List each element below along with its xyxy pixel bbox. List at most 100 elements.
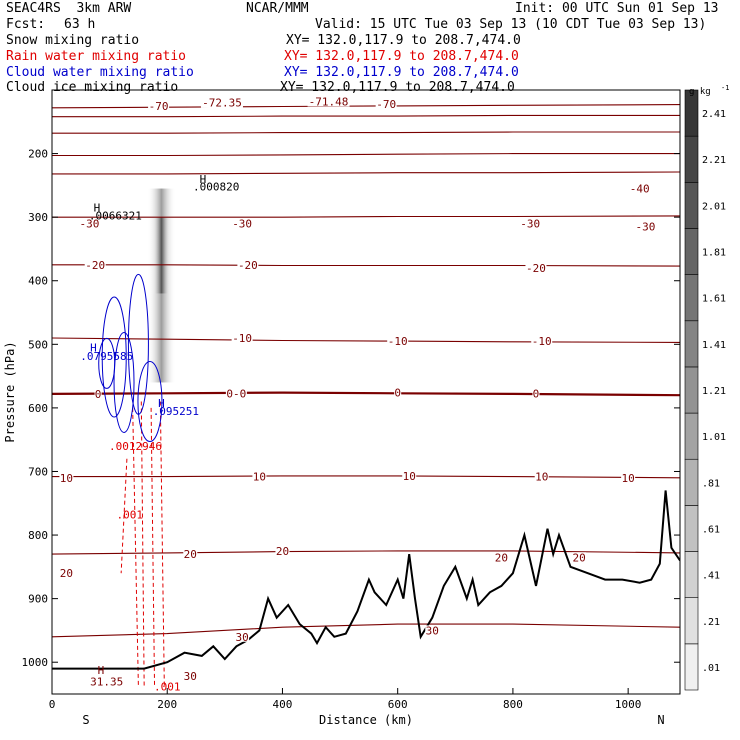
contour-label: 0: [394, 387, 401, 400]
colorbar-unit: g kg: [689, 87, 711, 97]
contour-label-bg: [621, 472, 636, 483]
x-tick-label: 800: [503, 698, 523, 711]
rain-water-contour: [132, 407, 139, 688]
y-tick-label: 500: [28, 338, 48, 351]
contour-label: -70: [149, 100, 169, 113]
contour-label-bg: [252, 471, 267, 482]
extrema-label: H: [90, 341, 97, 354]
contour-label-bg: [387, 336, 409, 347]
colorbar-segment: [684, 135, 699, 183]
contour-label-bg: [534, 471, 549, 482]
extrema-label: .000820: [193, 181, 239, 194]
contour-label: -10: [388, 335, 408, 348]
contour-label-bg: [307, 96, 350, 107]
colorbar-segment: [684, 643, 699, 691]
contour-label: 30: [236, 631, 249, 644]
contour-label: -30: [232, 218, 252, 231]
field-snow-name: Snow mixing ratio: [6, 33, 140, 48]
colorbar-segment: [684, 551, 699, 598]
contour-label-bg: [225, 388, 247, 399]
colorbar-segment: [684, 458, 699, 506]
temperature-contour: [52, 623, 680, 638]
contour-label: 0: [533, 387, 540, 400]
x-end-label-south: S: [82, 713, 89, 727]
extrema-label: .001: [154, 680, 181, 693]
field-cloud-ice-name: Cloud ice mixing ratio: [6, 80, 179, 95]
field-cloud-ice-xy: XY= 132.0,117.9 to 208.7,474.0: [280, 80, 515, 95]
contour-label-bg: [572, 552, 587, 563]
x-tick-label: 200: [157, 698, 177, 711]
colorbar-label: .61: [702, 524, 720, 535]
rain-water-contour: [140, 401, 145, 688]
forecast-hours: 63 h: [64, 17, 96, 32]
colorbar-label: .41: [702, 571, 720, 582]
colorbar-segment: [684, 182, 699, 229]
colorbar-segment: [684, 597, 699, 645]
contour-label: 0: [95, 388, 102, 401]
contour-label-bg: [84, 259, 106, 270]
extrema-label: .095251: [153, 405, 199, 418]
temperature-contour: [52, 264, 680, 267]
x-tick-label: 0: [49, 698, 56, 711]
contour-label-bg: [200, 97, 243, 108]
contour-label-bg: [425, 625, 440, 636]
contour-label: -72.35: [202, 97, 242, 110]
cloud-water-contour: [101, 296, 127, 418]
init-time: Init: 00 UTC Sun 01 Sep 13: [515, 1, 719, 16]
contour-label-bg: [525, 263, 547, 274]
temperature-contour: [52, 153, 680, 157]
temperature-contour: [52, 215, 680, 218]
contour-label: -30: [520, 218, 540, 231]
contour-label: 10: [622, 472, 635, 485]
x-tick-label: 1000: [615, 698, 642, 711]
y-tick-label: 400: [28, 275, 48, 288]
colorbar-segment: [684, 228, 699, 275]
center-name: NCAR/MMM: [246, 1, 309, 16]
contour-label-bg: [375, 98, 397, 109]
field-rain-xy: XY= 132.0,117.9 to 208.7,474.0: [284, 49, 519, 64]
colorbar-label: .81: [702, 478, 720, 489]
temperature-contour: [52, 475, 680, 479]
y-tick-label: 700: [28, 465, 48, 478]
forecast-label: Fcst:: [6, 17, 46, 32]
x-tick-label: 400: [273, 698, 293, 711]
rain-water-contour: [150, 407, 156, 688]
contour-label-bg: [148, 100, 170, 111]
colorbar-label: 2.21: [702, 155, 726, 166]
contour-label-bg: [94, 388, 102, 399]
model-title: SEAC4RS 3km ARW: [6, 1, 132, 16]
colorbar-segment: [684, 366, 699, 414]
temperature-contour: [52, 131, 680, 134]
colorbar-label: 2.41: [702, 109, 726, 120]
cloud-water-contour: [137, 361, 163, 443]
colorbar-label: 2.01: [702, 201, 726, 212]
contour-label: -20: [238, 259, 258, 272]
temperature-contour: [52, 337, 680, 343]
contour-label: -10: [232, 332, 252, 345]
contour-label-bg: [183, 549, 198, 560]
contour-label-bg: [494, 552, 509, 563]
extrema-label: H: [94, 202, 101, 215]
contour-label: -10: [532, 335, 552, 348]
colorbar-segment: [684, 505, 699, 552]
contour-label: -71.48: [309, 95, 349, 108]
colorbar-label: .01: [702, 663, 720, 674]
contour-label-bg: [231, 218, 253, 229]
contour-label-bg: [402, 470, 417, 481]
field-cloud-water-xy: XY= 132.0,117.9 to 208.7,474.0: [284, 65, 519, 80]
y-tick-label: 800: [28, 529, 48, 542]
y-tick-label: 600: [28, 402, 48, 415]
contour-label: 10: [253, 471, 266, 484]
colorbar-segment: [684, 412, 699, 460]
contour-label: 10: [60, 472, 73, 485]
colorbar-label: 1.21: [702, 386, 726, 397]
contour-label: -30: [635, 221, 655, 234]
extrema-label: H: [158, 397, 165, 410]
contour-label-bg: [629, 183, 651, 194]
contour-label-bg: [59, 472, 74, 483]
y-tick-label: 200: [28, 148, 48, 161]
cloud-water-contour: [113, 331, 135, 433]
field-snow-xy: XY= 132.0,117.9 to 208.7,474.0: [286, 33, 521, 48]
y-tick-label: 300: [28, 211, 48, 224]
